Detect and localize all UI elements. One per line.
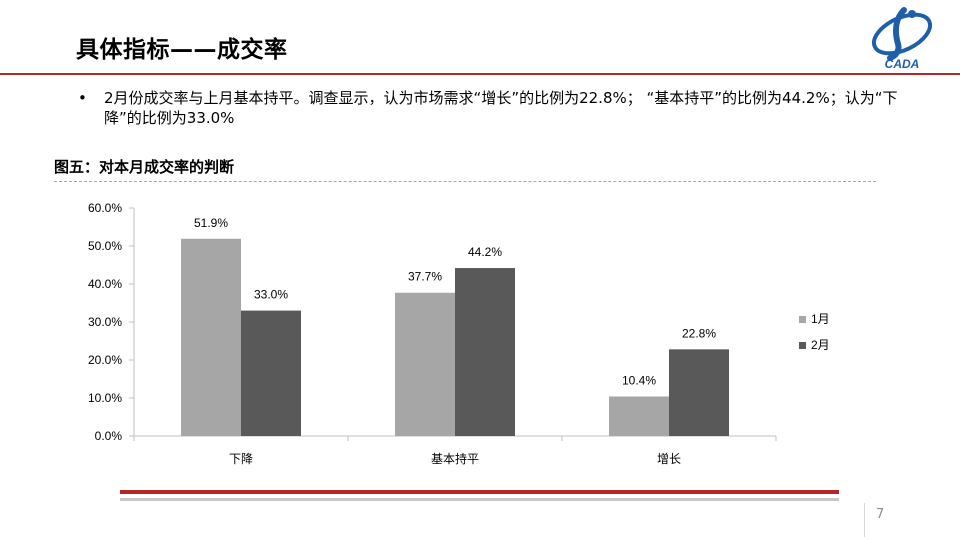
bar-2: [455, 268, 515, 436]
footer-red-bar: [120, 490, 839, 494]
bullet-marker: •: [78, 89, 87, 107]
data-label: 51.9%: [194, 216, 228, 230]
footer-grey-bar: [120, 498, 839, 501]
logo-text: CADA: [885, 57, 920, 70]
data-label: 22.8%: [682, 326, 716, 340]
y-tick-label: 10.0%: [88, 391, 122, 405]
x-tick-label: 下降: [229, 452, 253, 466]
legend-label: 2月: [811, 338, 830, 352]
data-label: 37.7%: [408, 270, 442, 284]
data-label: 33.0%: [254, 288, 288, 302]
x-tick-label: 增长: [657, 452, 681, 466]
y-tick-label: 20.0%: [88, 353, 122, 367]
legend-label: 1月: [811, 312, 830, 326]
chart-heading: 图五：对本月成交率的判断: [54, 158, 235, 176]
heading-dashed-rule: [54, 181, 876, 182]
slide-title: 具体指标——成交率: [76, 37, 288, 63]
summary-text: 2月份成交率与上月基本持平。调查显示，认为市场需求“增长”的比例为22.8%； …: [104, 89, 898, 127]
bar-2: [241, 310, 301, 436]
summary-bullet: • 2月份成交率与上月基本持平。调查显示，认为市场需求“增长”的比例为22.8%…: [78, 88, 908, 128]
data-label: 44.2%: [468, 245, 502, 259]
y-tick-label: 40.0%: [88, 277, 122, 291]
y-tick-label: 0.0%: [95, 429, 123, 443]
y-tick-label: 30.0%: [88, 315, 122, 329]
bar-1: [181, 238, 241, 436]
bar-1: [395, 292, 455, 436]
legend-swatch: [799, 316, 806, 323]
x-tick-label: 基本持平: [431, 451, 479, 466]
data-label: 10.4%: [622, 373, 656, 387]
bar-2: [669, 349, 729, 436]
bar-1: [609, 396, 669, 436]
legend-swatch: [799, 342, 806, 349]
page-number-divider: [864, 503, 865, 537]
y-tick-label: 50.0%: [88, 239, 122, 253]
y-tick-label: 60.0%: [88, 201, 122, 215]
cada-logo: CADA: [871, 7, 933, 70]
title-divider: [0, 73, 960, 75]
page-number: 7: [876, 507, 885, 522]
